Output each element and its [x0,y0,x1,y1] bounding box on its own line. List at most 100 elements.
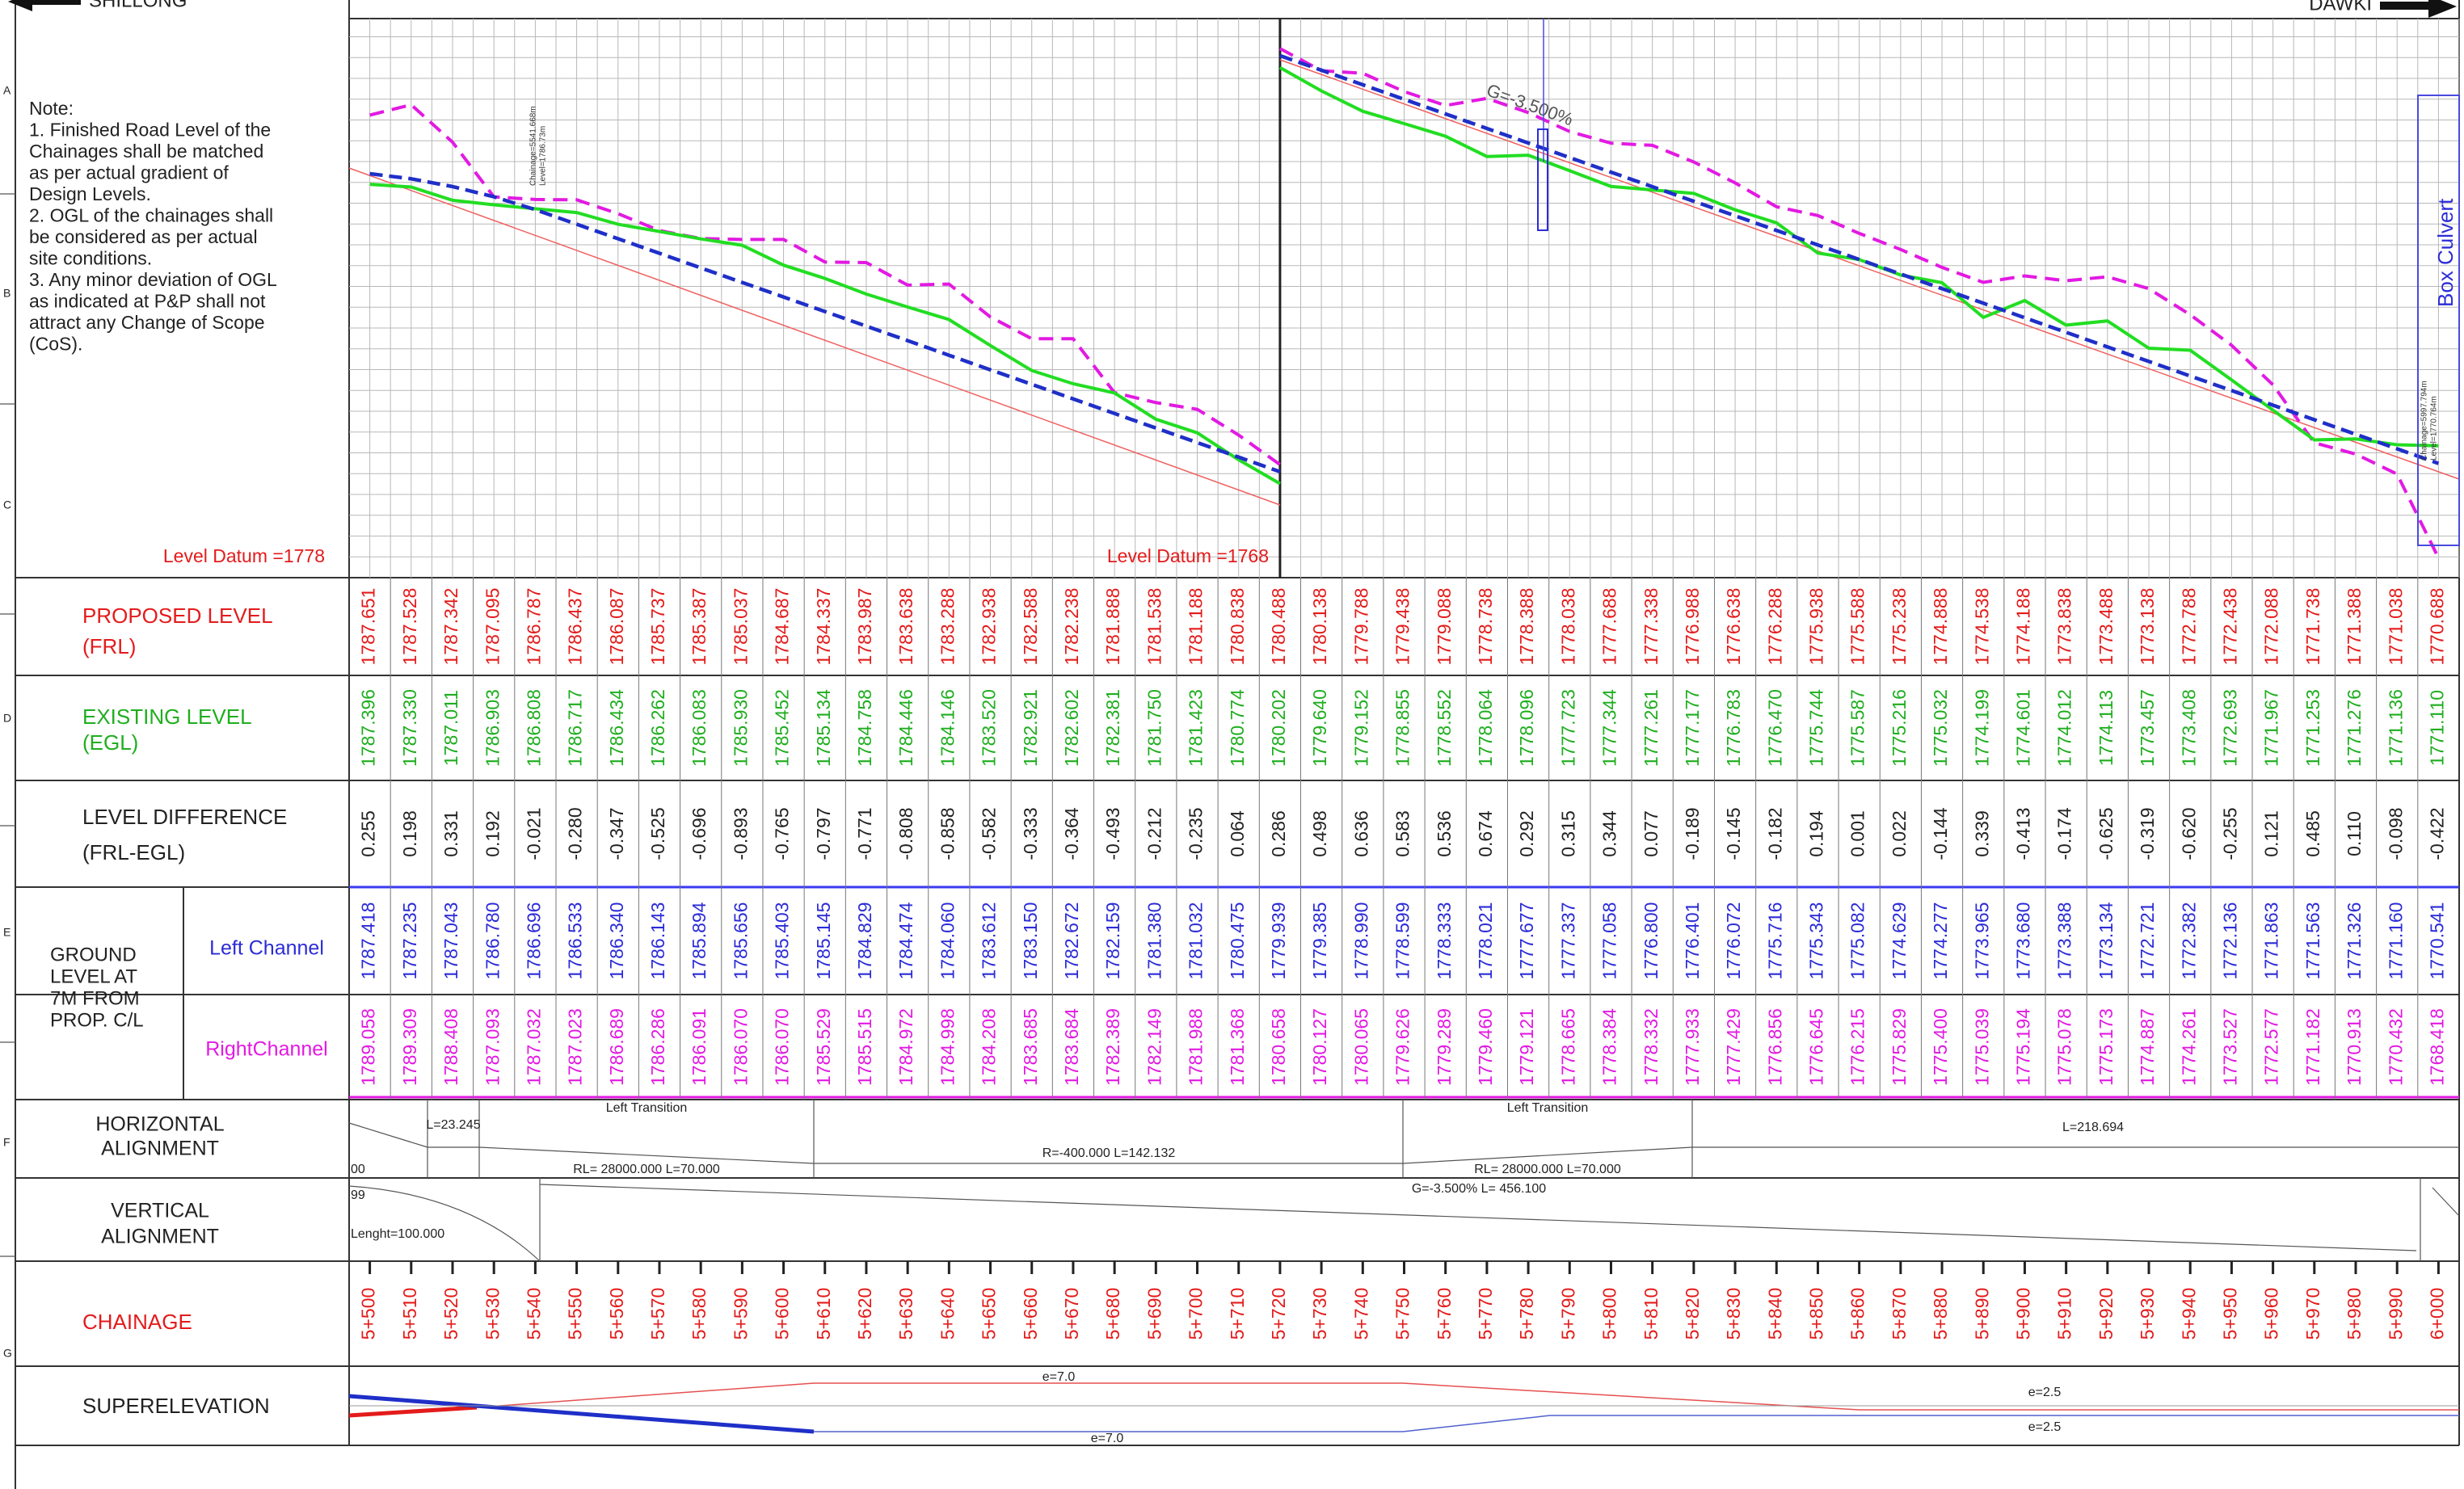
existing-level: 1774.012 [2054,689,2075,767]
level-difference: -0.235 [1186,807,1207,860]
direction-label: DAWKI [2309,0,2372,15]
left-channel-level: 1771.563 [2302,902,2323,980]
chainage: 5+590 [730,1288,751,1340]
row-label: LEVEL AT [50,965,137,987]
left-channel-level: 1774.277 [1930,902,1951,980]
right-channel-level: 1784.972 [895,1008,916,1086]
left-channel-level: 1785.145 [813,902,834,980]
row-label: (FRL) [82,634,136,658]
level-difference: -0.422 [2426,807,2447,860]
superelevation-label: e=2.5 [2028,1386,2062,1399]
chainage: 5+820 [1682,1288,1703,1340]
margin-letter: E [3,926,11,939]
proposed-level: 1779.088 [1434,588,1455,666]
right-channel-level: 1771.182 [2302,1008,2323,1086]
level-difference: -0.280 [565,807,586,860]
left-channel-level: 1782.159 [1102,902,1123,980]
right-channel-level: 1780.065 [1350,1008,1371,1086]
existing-level: 1778.096 [1516,689,1537,767]
proposed-level: 1770.688 [2426,588,2447,666]
note-line: site conditions. [29,248,152,269]
right-channel-level: 1770.913 [2344,1008,2365,1086]
existing-level: 1771.136 [2385,689,2406,767]
existing-level: 1781.423 [1186,689,1207,767]
level-difference: 0.485 [2302,810,2323,857]
chainage: 5+780 [1516,1288,1537,1340]
right-channel-level: 1787.032 [523,1008,544,1086]
alignment-label: G=-3.500% L= 456.100 [1412,1182,1546,1196]
level-difference: -0.413 [2013,807,2034,860]
level-difference: -0.021 [523,807,544,860]
existing-level: 1786.717 [565,689,586,767]
chainage: 5+950 [2219,1288,2240,1340]
chainage: 5+610 [813,1288,834,1340]
right-channel-level: 1784.208 [979,1008,1000,1086]
right-channel-level: 1776.215 [1847,1008,1868,1086]
chainage: 5+690 [1144,1288,1165,1340]
proposed-level: 1774.538 [1971,588,1992,666]
proposed-level: 1778.738 [1475,588,1496,666]
level-difference: -0.808 [895,807,916,860]
existing-level: 1787.396 [358,689,379,767]
proposed-level: 1775.238 [1889,588,1910,666]
existing-level: 1782.381 [1102,689,1123,767]
proposed-level: 1781.188 [1186,588,1207,666]
chainage: 5+530 [482,1288,503,1340]
left-channel-level: 1778.333 [1434,902,1455,980]
chainage: 5+640 [937,1288,958,1340]
existing-level: 1771.967 [2261,689,2282,767]
chainage: 5+870 [1889,1288,1910,1340]
proposed-level: 1780.138 [1309,588,1330,666]
left-channel-level: 1785.403 [772,902,793,980]
chainage: 5+800 [1599,1288,1620,1340]
level-difference: -0.696 [689,807,710,860]
level-difference: -0.182 [1764,807,1785,860]
proposed-level: 1775.938 [1806,588,1827,666]
alignment-label: RL= 28000.000 L=70.000 [573,1163,720,1176]
datum-label: Level Datum =1778 [163,545,325,566]
chainage: 5+880 [1930,1288,1951,1340]
alignment-label: 99 [351,1188,365,1202]
row-label: VERTICAL [111,1200,209,1222]
superelevation-label: e=2.5 [2028,1420,2062,1434]
proposed-level: 1787.651 [358,588,379,666]
right-channel-level: 1785.515 [854,1008,875,1086]
level-difference: -0.098 [2385,807,2406,860]
left-channel-level: 1776.401 [1682,902,1703,980]
chainage: 5+940 [2178,1288,2199,1340]
left-channel-level: 1787.235 [399,902,420,980]
existing-level: 1786.434 [606,689,627,767]
left-channel-level: 1781.380 [1144,902,1165,980]
proposed-level: 1776.638 [1723,588,1744,666]
proposed-level: 1784.337 [813,588,834,666]
chainage: 5+520 [440,1288,461,1340]
chainage: 5+970 [2302,1288,2323,1340]
level-difference: -0.493 [1102,807,1123,860]
alignment-label: L=23.245 [426,1118,480,1132]
left-channel-level: 1782.672 [1061,902,1082,980]
level-difference: -0.189 [1682,807,1703,860]
left-channel-level: 1784.474 [895,902,916,979]
right-channel-level: 1779.121 [1516,1008,1537,1086]
level-difference: 0.198 [399,810,420,857]
existing-level: 1785.452 [772,689,793,767]
left-channel-level: 1780.475 [1227,902,1248,980]
station-label: Chainage=5541.668m [529,106,538,186]
level-difference: 0.255 [358,810,379,857]
drawing-sheet: ABCDEFGSHILLONGDAWKINote:1. Finished Roa… [0,0,2464,1489]
left-channel-level: 1776.800 [1641,902,1662,980]
left-channel-level: 1775.082 [1847,902,1868,980]
proposed-level: 1783.288 [937,588,958,666]
chainage: 5+630 [895,1288,916,1340]
level-difference: -0.144 [1930,807,1951,860]
existing-level: 1777.177 [1682,689,1703,767]
proposed-level: 1774.888 [1930,588,1951,666]
chainage: 6+000 [2426,1288,2447,1340]
left-channel-level: 1776.072 [1723,902,1744,980]
existing-level: 1777.344 [1599,689,1620,767]
row-label: PROP. C/L [50,1009,144,1031]
right-channel-level: 1777.933 [1682,1008,1703,1086]
level-difference: -0.625 [2095,807,2117,860]
existing-level: 1782.921 [1020,689,1041,767]
existing-level: 1771.110 [2426,690,2447,766]
